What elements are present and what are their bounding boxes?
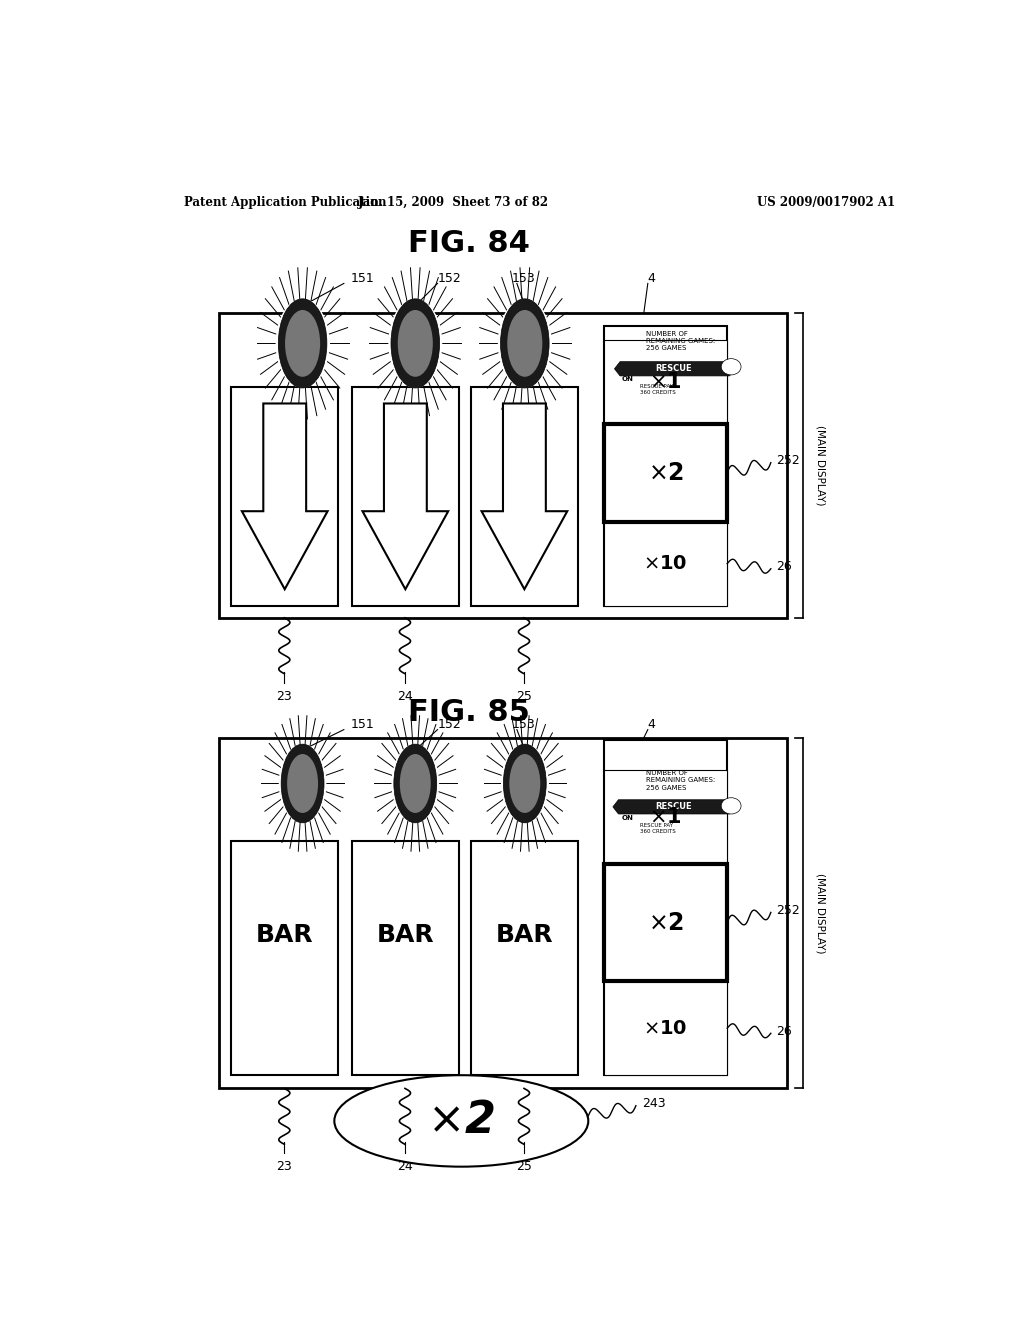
Ellipse shape — [275, 298, 330, 388]
Text: 23: 23 — [276, 1160, 292, 1173]
Text: 152: 152 — [437, 272, 461, 285]
Text: 4: 4 — [648, 718, 655, 731]
Text: 26: 26 — [776, 560, 793, 573]
Text: ON: ON — [622, 376, 634, 381]
Ellipse shape — [287, 754, 318, 813]
Text: 252: 252 — [776, 454, 800, 467]
Text: RESCUE PAY: RESCUE PAY — [640, 384, 673, 388]
Text: BAR: BAR — [377, 923, 434, 946]
Text: 151: 151 — [351, 272, 375, 285]
Text: BAR: BAR — [256, 923, 313, 946]
Text: 23: 23 — [276, 689, 292, 702]
Text: 360 CREDITS: 360 CREDITS — [640, 829, 676, 834]
Text: Patent Application Publication: Patent Application Publication — [183, 195, 386, 209]
Text: (MAIN DISPLAY): (MAIN DISPLAY) — [815, 873, 825, 953]
Ellipse shape — [282, 744, 324, 822]
Ellipse shape — [507, 310, 543, 376]
Polygon shape — [481, 404, 567, 589]
Text: RESCUE: RESCUE — [655, 364, 692, 374]
Text: $\times$2: $\times$2 — [427, 1100, 496, 1142]
Ellipse shape — [501, 744, 549, 822]
Bar — [471, 841, 578, 1076]
Text: 252: 252 — [776, 904, 800, 917]
Text: ON: ON — [622, 814, 634, 821]
Text: FIG. 85: FIG. 85 — [409, 698, 530, 727]
Ellipse shape — [391, 744, 439, 822]
Bar — [604, 981, 727, 1076]
Ellipse shape — [504, 744, 546, 822]
Text: REMAINING GAMES:: REMAINING GAMES: — [646, 777, 716, 784]
Text: $\times$2: $\times$2 — [647, 461, 684, 484]
Text: 153: 153 — [511, 272, 536, 285]
Ellipse shape — [399, 754, 431, 813]
Ellipse shape — [394, 744, 436, 822]
Text: 151: 151 — [351, 718, 375, 731]
Text: 25: 25 — [516, 689, 531, 702]
Ellipse shape — [721, 359, 741, 375]
Text: NUMBER OF: NUMBER OF — [646, 331, 688, 337]
Text: 256 GAMES: 256 GAMES — [646, 346, 687, 351]
Polygon shape — [242, 404, 328, 589]
Text: BAR: BAR — [496, 923, 553, 946]
Polygon shape — [613, 800, 735, 814]
Ellipse shape — [721, 797, 741, 814]
Ellipse shape — [498, 298, 552, 388]
Polygon shape — [362, 404, 449, 589]
Ellipse shape — [397, 310, 433, 376]
Text: $\times$10: $\times$10 — [643, 554, 688, 573]
Bar — [352, 841, 459, 1076]
Text: $\times$2: $\times$2 — [647, 911, 684, 935]
Text: FIG. 84: FIG. 84 — [409, 230, 530, 259]
Text: $\times$1: $\times$1 — [649, 807, 682, 826]
Text: 152: 152 — [437, 718, 461, 731]
Bar — [471, 387, 578, 606]
Text: 24: 24 — [397, 1160, 413, 1173]
Bar — [219, 738, 786, 1089]
Text: (MAIN DISPLAY): (MAIN DISPLAY) — [815, 425, 825, 506]
Text: 26: 26 — [776, 1024, 793, 1038]
Text: RESCUE: RESCUE — [655, 803, 692, 812]
Text: 24: 24 — [397, 689, 413, 702]
Text: $\times$1: $\times$1 — [649, 372, 682, 392]
Bar — [604, 863, 727, 981]
Text: 256 GAMES: 256 GAMES — [646, 784, 687, 791]
Text: NUMBER OF: NUMBER OF — [646, 771, 688, 776]
Text: 25: 25 — [516, 1160, 531, 1173]
Text: Jan. 15, 2009  Sheet 73 of 82: Jan. 15, 2009 Sheet 73 of 82 — [357, 195, 549, 209]
Bar — [604, 341, 727, 424]
Bar — [604, 739, 727, 1076]
Text: 360 CREDITS: 360 CREDITS — [640, 389, 676, 395]
Bar — [231, 387, 338, 606]
Ellipse shape — [279, 298, 327, 388]
Bar — [231, 841, 338, 1076]
Ellipse shape — [501, 298, 549, 388]
Ellipse shape — [279, 744, 327, 822]
Bar — [604, 424, 727, 521]
Text: 243: 243 — [642, 1097, 666, 1110]
Bar — [604, 326, 727, 606]
Ellipse shape — [285, 310, 321, 376]
Text: $\times$10: $\times$10 — [643, 1019, 688, 1038]
Bar — [219, 313, 786, 618]
Text: REMAINING GAMES:: REMAINING GAMES: — [646, 338, 716, 345]
Bar — [352, 387, 459, 606]
Text: 4: 4 — [648, 272, 655, 285]
Text: 153: 153 — [511, 718, 536, 731]
Text: RESCUE PAY: RESCUE PAY — [640, 822, 673, 828]
Text: US 2009/0017902 A1: US 2009/0017902 A1 — [758, 195, 895, 209]
Ellipse shape — [509, 754, 541, 813]
Polygon shape — [614, 362, 735, 376]
Bar — [604, 770, 727, 863]
Ellipse shape — [334, 1076, 588, 1167]
Ellipse shape — [388, 298, 442, 388]
Ellipse shape — [391, 298, 439, 388]
Bar — [604, 521, 727, 606]
